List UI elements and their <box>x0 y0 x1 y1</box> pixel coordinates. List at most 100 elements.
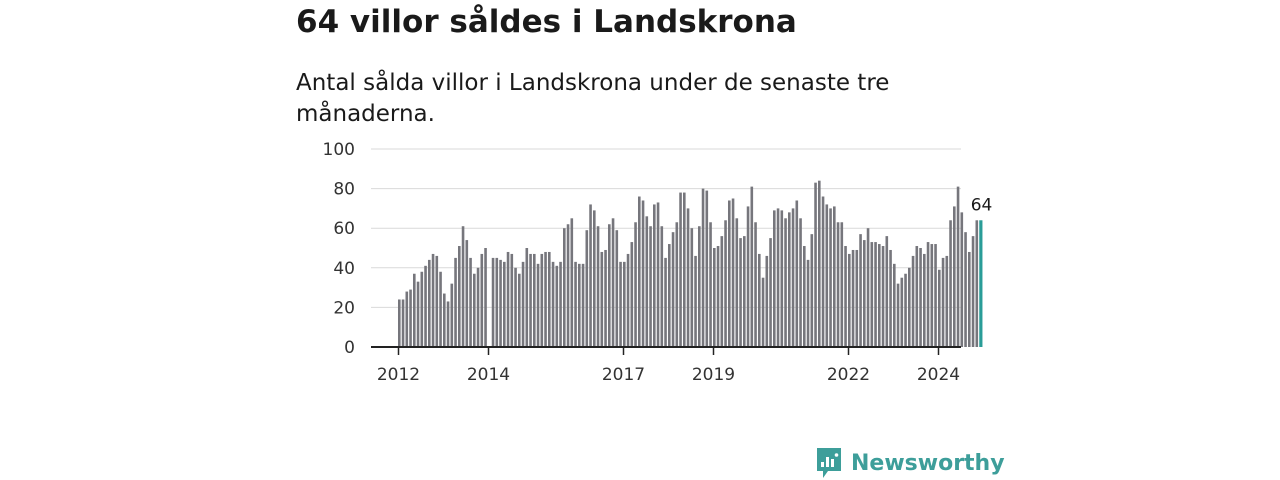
bar <box>773 210 776 347</box>
bar <box>716 246 720 347</box>
bar <box>518 273 521 347</box>
bar <box>675 222 679 347</box>
bar <box>566 224 570 347</box>
bar <box>503 261 506 347</box>
bar <box>754 222 757 347</box>
bar <box>521 261 525 347</box>
bar <box>758 253 761 347</box>
bar <box>855 249 859 347</box>
bar <box>683 192 686 347</box>
bar <box>563 228 566 347</box>
bar <box>506 251 510 347</box>
bar <box>424 265 427 347</box>
bar <box>893 263 896 347</box>
bar <box>645 216 649 347</box>
bar <box>825 204 829 347</box>
bar <box>416 281 420 347</box>
bar <box>454 257 457 347</box>
bar <box>968 251 971 347</box>
bar <box>941 257 945 347</box>
bar <box>555 265 559 347</box>
bar <box>728 200 731 347</box>
bar <box>615 230 619 347</box>
bar <box>971 236 975 347</box>
bar <box>806 259 810 347</box>
brand-logo: Newsworthy <box>815 447 1005 479</box>
bar <box>900 277 904 347</box>
bar <box>975 220 979 347</box>
bar <box>746 206 750 347</box>
bar <box>739 238 742 347</box>
bar <box>619 261 622 347</box>
bar <box>784 218 787 347</box>
y-tick-label: 60 <box>333 219 355 239</box>
y-tick-label: 100 <box>323 140 355 160</box>
bar <box>600 251 604 347</box>
bar-highlight <box>979 220 983 347</box>
bar <box>926 242 930 347</box>
bar <box>896 283 900 347</box>
bar <box>844 246 847 347</box>
bar <box>409 289 412 347</box>
bar <box>529 253 532 347</box>
bar <box>874 242 877 347</box>
bar <box>859 234 862 347</box>
bar <box>840 222 844 347</box>
bar <box>724 220 727 347</box>
bar <box>953 206 956 347</box>
x-tick-label: 2014 <box>467 365 510 385</box>
bar <box>908 267 911 347</box>
bar <box>413 273 416 347</box>
bar <box>401 299 405 347</box>
bar <box>544 251 547 347</box>
bar <box>469 257 472 347</box>
bar <box>964 232 967 347</box>
bar <box>551 261 555 347</box>
bar <box>923 253 926 347</box>
newsworthy-logo-icon <box>817 448 841 478</box>
bar <box>904 273 907 347</box>
bar <box>836 222 840 347</box>
bar <box>870 242 874 347</box>
bar <box>851 249 855 347</box>
chart-title: 64 villor såldes i Landskrona <box>296 4 797 40</box>
bar <box>405 291 409 347</box>
bar <box>514 267 517 347</box>
bar <box>848 253 851 347</box>
bar <box>881 246 885 347</box>
y-tick-label: 80 <box>333 180 355 200</box>
bar <box>574 261 577 347</box>
bar <box>420 271 424 347</box>
bar <box>956 186 960 347</box>
bar <box>480 253 484 347</box>
bar <box>769 238 772 347</box>
bar <box>761 277 765 347</box>
bar <box>548 251 551 347</box>
bar <box>641 200 645 347</box>
bar <box>596 226 600 347</box>
bar <box>660 226 664 347</box>
bar <box>398 299 401 347</box>
bar <box>743 236 746 347</box>
bar <box>810 234 814 347</box>
bar <box>949 220 952 347</box>
bar <box>731 198 735 347</box>
bar <box>713 248 716 347</box>
bar <box>593 210 596 347</box>
bar <box>450 283 454 347</box>
bar <box>431 253 435 347</box>
bar <box>799 218 802 347</box>
bar <box>638 196 641 347</box>
bar <box>623 261 626 347</box>
bar-chart: 0 20 40 60 80 100 2012 2014 2017 2019 2022 2024 64 <box>323 140 993 385</box>
bar <box>536 263 540 347</box>
bar <box>533 253 536 347</box>
bar <box>510 253 514 347</box>
bar <box>686 208 690 347</box>
bar <box>750 186 754 347</box>
y-tick-label: 40 <box>333 259 355 279</box>
bar <box>863 240 866 347</box>
bar <box>476 267 480 347</box>
bar <box>720 236 724 347</box>
bar <box>604 249 607 347</box>
